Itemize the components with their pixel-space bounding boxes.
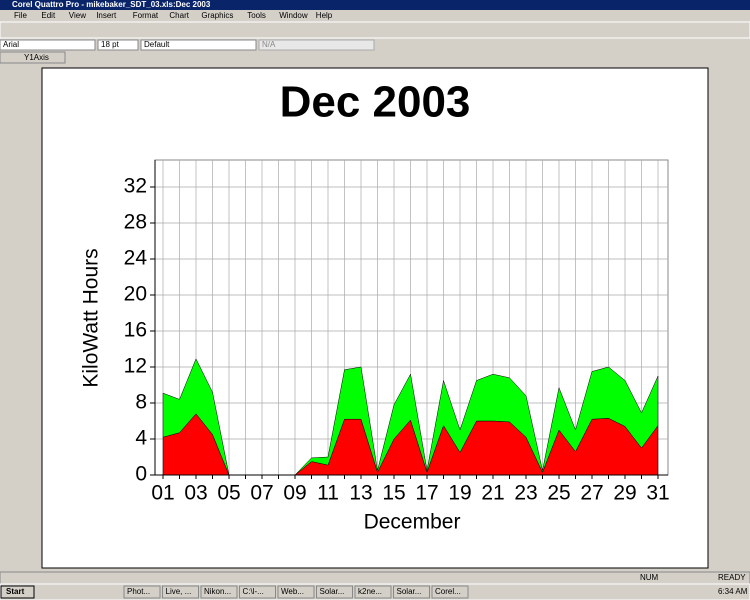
chart-title: Dec 2003 [280, 78, 471, 127]
task-label: Solar... [397, 587, 422, 596]
selection-name: Y1Axis [24, 53, 49, 62]
y-tick-label: 12 [124, 355, 147, 378]
field-value: N/A [262, 40, 276, 49]
y-tick-label: 0 [135, 463, 147, 486]
task-label: Web... [281, 587, 304, 596]
plot: 0 4 8 12 16 20 24 28 32 01 03 05 07 09 11 13 15 17 19 21 23 2… [124, 159, 670, 505]
x-tick-label: 09 [283, 482, 306, 505]
task-button[interactable] [431, 585, 469, 599]
y-tick-label: 8 [135, 391, 147, 414]
y-tick-label: 20 [124, 283, 147, 306]
task-label: Corel... [435, 587, 461, 596]
x-tick-label: 07 [250, 482, 273, 505]
status-num: NUM [640, 573, 659, 582]
status-bar [0, 571, 750, 585]
task-button[interactable] [239, 585, 276, 599]
x-tick-label: 11 [317, 482, 339, 505]
menu-item[interactable]: File [14, 11, 27, 20]
task-label: C:\l-... [243, 587, 264, 596]
task-button[interactable] [123, 585, 161, 599]
x-tick-label: 31 [646, 482, 669, 505]
x-tick-label: 17 [415, 482, 438, 505]
window-title: Corel Quattro Pro - mikebaker_SDT_03.xls… [12, 0, 211, 9]
y-axis-title: KiloWatt Hours [80, 248, 103, 387]
area [162, 358, 659, 476]
task-button[interactable] [162, 585, 199, 599]
task-label: Solar... [320, 587, 345, 596]
font-box[interactable] [0, 39, 96, 51]
x-axis-title: December [364, 511, 461, 534]
x-tick-label: 15 [382, 482, 405, 505]
y-tick-label: 32 [124, 175, 147, 198]
task-label: Phot... [127, 587, 150, 596]
menu-item[interactable]: Help [316, 11, 333, 20]
x-tick-label: 13 [349, 482, 372, 505]
x-tick-label: 27 [580, 482, 603, 505]
selection-box[interactable] [0, 51, 66, 64]
x-tick-label: 29 [613, 482, 636, 505]
task-button[interactable] [200, 585, 238, 599]
menu-item[interactable]: Chart [169, 11, 189, 20]
menu-item[interactable]: Graphics [201, 11, 233, 20]
task-button[interactable] [354, 585, 392, 599]
toolbar [0, 21, 750, 39]
menu-item[interactable]: Edit [41, 11, 56, 20]
title-bar [0, 0, 750, 10]
task-label: Nikon... [204, 587, 231, 596]
style-box[interactable] [140, 39, 257, 51]
y-tick-label: 24 [124, 247, 148, 270]
task-button[interactable] [277, 585, 315, 599]
task-list: Phot... Live, ... Nikon... C:\l-... Web... So… [123, 585, 469, 599]
x-tick-label: 21 [481, 482, 504, 505]
x-tick-label: 03 [184, 482, 207, 505]
size-box[interactable] [97, 39, 139, 51]
font-size: 18 pt [101, 40, 120, 49]
start-button[interactable] [0, 585, 35, 599]
x-tick-label: 23 [514, 482, 537, 505]
field-box [258, 39, 375, 51]
y-tick-label: 28 [124, 211, 147, 234]
menu-item[interactable]: Format [133, 11, 159, 20]
y-tick-label: 16 [124, 319, 147, 342]
start-label: Start [6, 587, 25, 596]
task-button[interactable] [316, 585, 353, 599]
clock: 6:34 AM [718, 587, 748, 596]
status-mode: READY [718, 573, 746, 582]
x-tick-label: 01 [151, 482, 174, 505]
menu-item[interactable]: View [69, 11, 86, 20]
menu-item[interactable]: Insert [96, 11, 117, 20]
style-name: Default [144, 40, 170, 49]
x-tick-label: 25 [547, 482, 570, 505]
task-button[interactable] [393, 585, 430, 599]
y-tick-label: 4 [135, 427, 147, 450]
font-name: Arial [3, 40, 19, 49]
x-tick-label: 05 [217, 482, 240, 505]
menu-item[interactable]: Window [279, 11, 308, 20]
menu-item[interactable]: Tools [247, 11, 266, 20]
task-label: Live, ... [166, 587, 192, 596]
x-tick-label: 19 [448, 482, 471, 505]
task-label: k2ne... [358, 587, 382, 596]
menu-bar: File Edit View Insert Format Chart Graphics Too… [14, 11, 333, 20]
